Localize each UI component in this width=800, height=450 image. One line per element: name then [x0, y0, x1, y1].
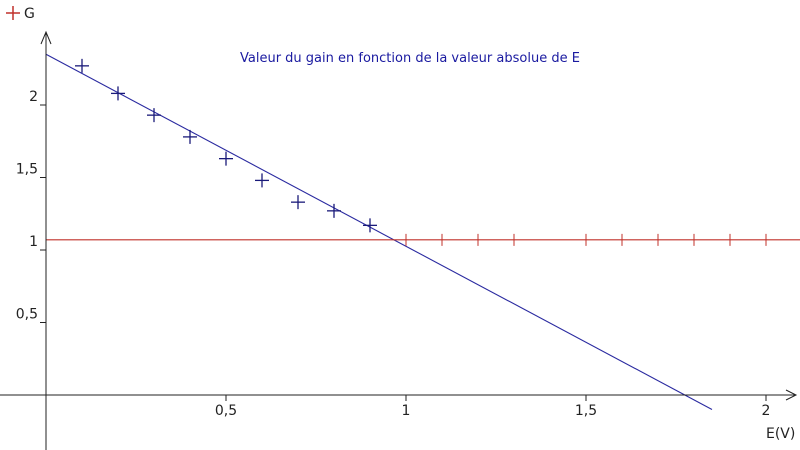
data-point-plus — [75, 58, 89, 73]
chart-axes-layer — [0, 30, 798, 450]
data-point-plus — [327, 203, 341, 218]
data-point-plus — [363, 218, 377, 233]
y-tick-label: 0,5 — [16, 307, 38, 323]
y-tick-label: 1,5 — [16, 162, 38, 178]
chart-ticks-layer: 0,5 1 1,5 2 0,5 1 1,5 2 — [16, 89, 771, 419]
data-point-plus — [147, 108, 161, 123]
data-point-plus — [111, 86, 125, 101]
x-tick-label: 0,5 — [215, 403, 237, 419]
chart-title: Valeur du gain en fonction de la valeur … — [240, 51, 580, 66]
series-line-1 — [45, 53, 713, 410]
x-tick-label: 1,5 — [575, 403, 597, 419]
y-tick-label: 2 — [29, 89, 38, 105]
x-tick-label: 2 — [762, 403, 771, 419]
x-axis-label: E(V) — [766, 426, 795, 442]
x-axis-arrow-icon — [785, 389, 798, 401]
data-point-plus — [219, 151, 233, 166]
y-tick-label: 1 — [29, 234, 38, 250]
chart-lines-layer — [45, 53, 800, 410]
chart-points-layer — [75, 58, 377, 233]
x-tick-label: 1 — [402, 403, 411, 419]
y-axis-arrow-icon — [40, 30, 52, 45]
data-point-plus — [183, 129, 197, 144]
legend: G — [6, 6, 35, 22]
data-point-plus — [291, 195, 305, 210]
legend-plus-icon — [6, 6, 20, 20]
data-point-plus — [255, 173, 269, 188]
legend-label: G — [24, 6, 35, 22]
